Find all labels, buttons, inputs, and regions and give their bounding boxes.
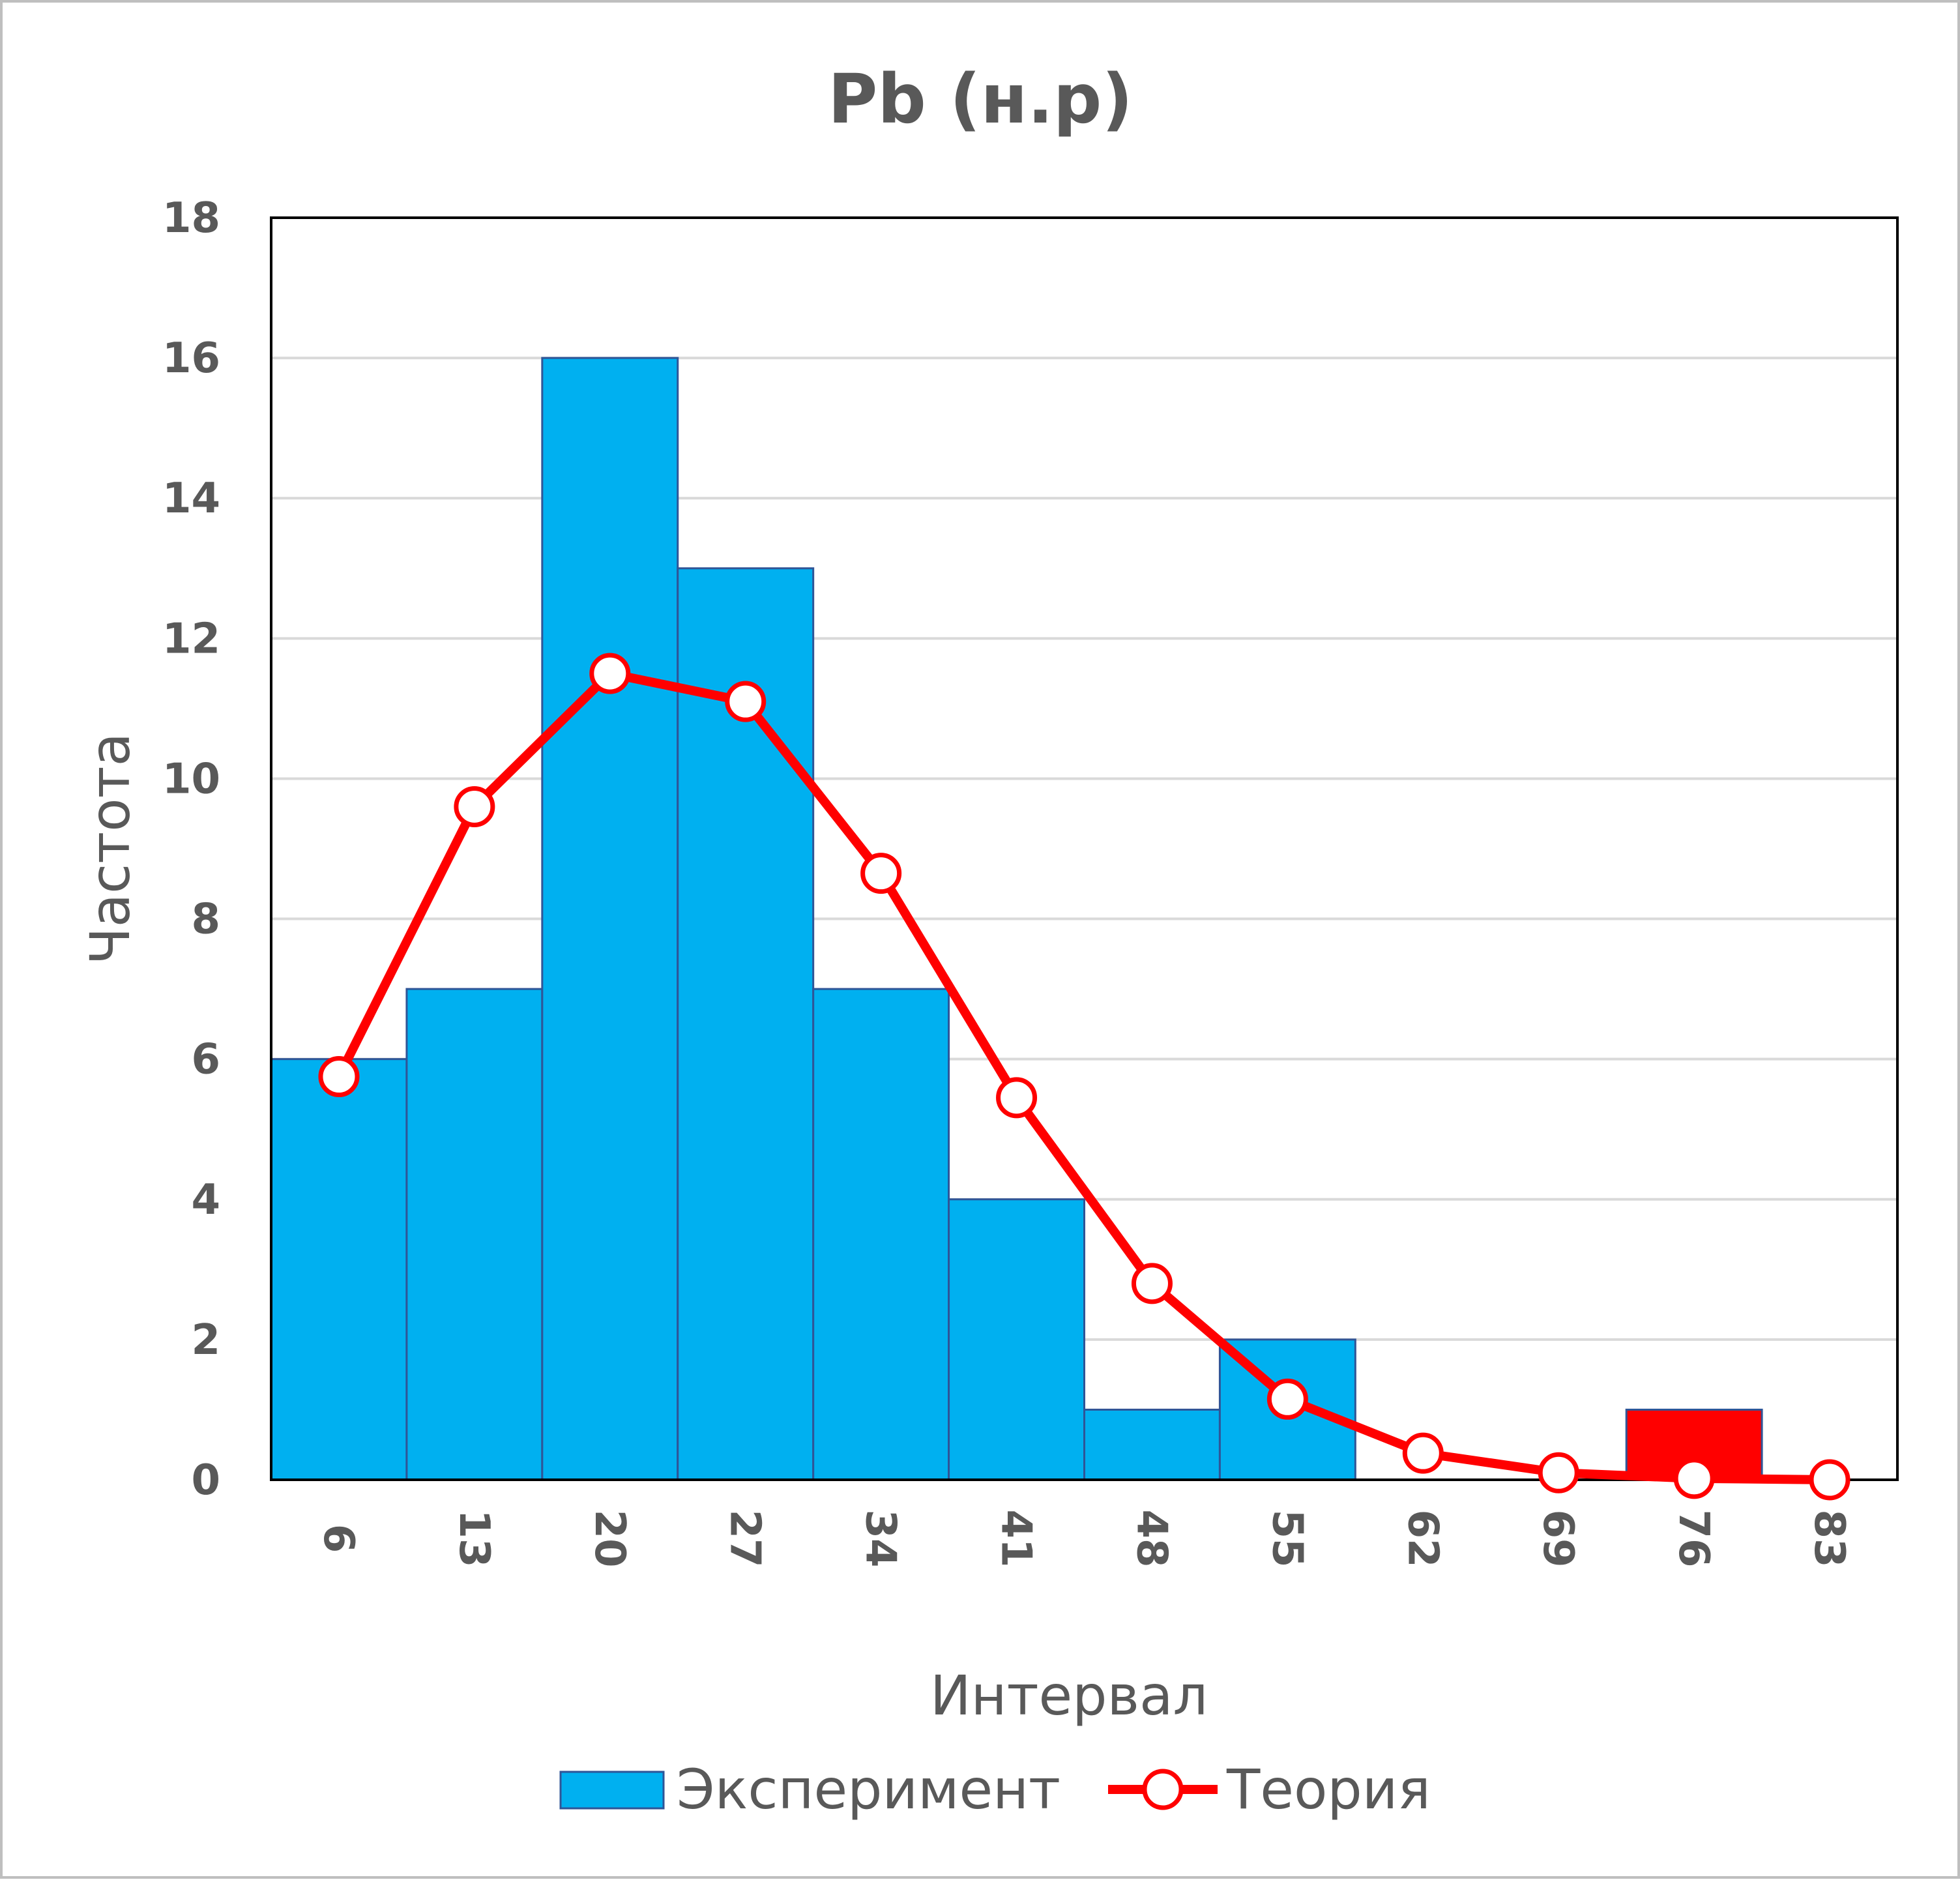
x-tick-label: 83 [1805, 1509, 1853, 1567]
plot-area-border [270, 216, 1899, 1481]
theory-point-34 [860, 853, 902, 894]
theory-point-76 [1673, 1458, 1715, 1499]
bar-34 [812, 988, 950, 1481]
bar-41 [948, 1198, 1086, 1481]
theory-point-6 [318, 1056, 360, 1098]
theory-point-48 [1131, 1263, 1173, 1304]
y-tick-label: 14 [162, 475, 220, 523]
chart-title: Pb (н.р) [828, 59, 1133, 139]
x-tick-label: 20 [585, 1509, 634, 1567]
x-tick-label: 62 [1398, 1509, 1446, 1567]
legend-line-marker [1142, 1769, 1184, 1810]
y-tick-label: 4 [191, 1176, 220, 1224]
x-tick-label: 34 [856, 1509, 905, 1567]
bar-6 [270, 1058, 408, 1481]
theory-point-20 [589, 653, 631, 694]
y-tick-label: 8 [191, 896, 220, 944]
x-tick-label: 6 [314, 1524, 362, 1553]
y-axis-title: Частота [78, 733, 142, 965]
bar-20 [541, 357, 679, 1481]
x-tick-label: 27 [721, 1509, 769, 1567]
y-tick-label: 16 [162, 334, 220, 383]
legend-label-theory: Теория [1226, 1757, 1431, 1821]
x-tick-label: 69 [1534, 1509, 1582, 1567]
theory-line [318, 653, 1850, 1501]
x-tick-label: 13 [450, 1509, 498, 1567]
theory-point-41 [996, 1077, 1038, 1119]
y-tick-label: 2 [191, 1316, 220, 1364]
theory-point-13 [454, 786, 495, 827]
x-tick-label: 48 [1127, 1509, 1175, 1567]
x-tick-label: 55 [1263, 1509, 1311, 1567]
theory-point-55 [1266, 1378, 1308, 1420]
bar-13 [405, 988, 544, 1481]
theory-point-69 [1538, 1452, 1579, 1493]
y-tick-label: 18 [162, 194, 220, 243]
theory-point-83 [1809, 1459, 1850, 1501]
x-axis-title: Интервал [930, 1664, 1208, 1728]
y-tick-label: 12 [162, 615, 220, 663]
x-tick-labels: 6 13 20 27 34 41 48 55 62 69 76 83 [314, 1509, 1853, 1567]
y-tick-label: 10 [162, 755, 220, 803]
y-tick-labels: 0 2 4 6 8 10 12 14 16 18 [162, 194, 220, 1505]
x-tick-label: 76 [1669, 1509, 1718, 1567]
x-tick-label: 41 [992, 1509, 1040, 1567]
theory-point-62 [1402, 1432, 1444, 1474]
y-tick-label: 6 [191, 1036, 220, 1084]
theory-point-27 [725, 681, 767, 722]
legend-bar-swatch [559, 1771, 665, 1810]
bar-48 [1083, 1408, 1221, 1481]
y-tick-label: 0 [191, 1456, 220, 1505]
legend-label-experiment: Эксперимент [677, 1757, 1060, 1821]
legend: Эксперимент Теория [559, 1757, 1431, 1821]
theory-polyline [334, 669, 1830, 1484]
